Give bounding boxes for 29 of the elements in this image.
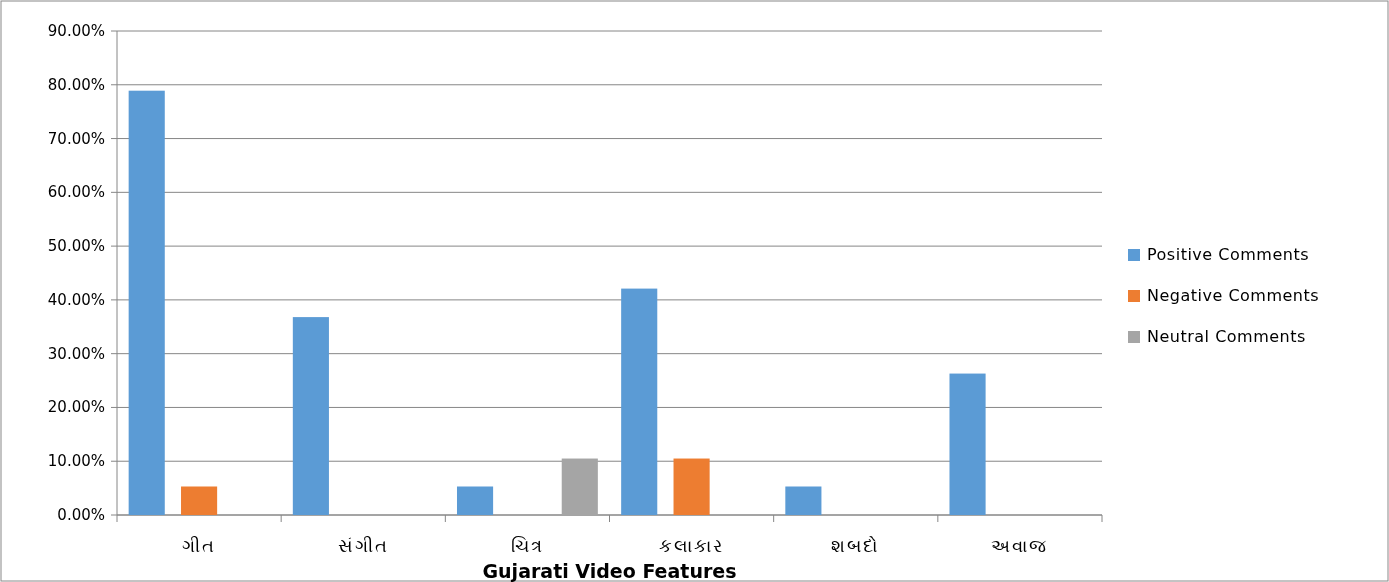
x-tick-label: ચિત્ર — [510, 535, 544, 556]
bar — [456, 486, 494, 515]
x-tick-label: શબદો — [831, 535, 881, 556]
legend-label: Positive Comments — [1147, 245, 1309, 264]
x-tick-label: સંગીત — [337, 535, 389, 556]
legend-label: Negative Comments — [1147, 286, 1320, 305]
bar — [561, 458, 598, 515]
bar — [949, 373, 986, 515]
y-tick-label: 70.00% — [47, 129, 105, 148]
y-tick-label: 10.00% — [47, 452, 105, 471]
x-axis-title: Gujarati Video Features — [482, 560, 737, 582]
y-tick-label: 90.00% — [47, 22, 105, 40]
y-tick-label: 60.00% — [47, 183, 105, 202]
legend-label: Neutral Comments — [1147, 327, 1306, 346]
bar — [673, 458, 710, 515]
bar — [181, 486, 218, 515]
x-tick-label: અવાજ — [991, 535, 1049, 556]
y-tick-label: 0.00% — [57, 506, 105, 524]
y-tick-label: 30.00% — [47, 344, 105, 363]
bar — [785, 486, 822, 515]
y-tick-label: 40.00% — [47, 290, 105, 309]
bar — [621, 288, 658, 515]
x-tick-label: કલાકાર — [659, 535, 725, 556]
bar — [128, 90, 165, 515]
y-tick-label: 50.00% — [47, 237, 105, 256]
y-tick-label: 20.00% — [47, 398, 105, 417]
x-tick-label: ગીત — [182, 535, 217, 556]
bar — [292, 317, 329, 515]
y-tick-label: 80.00% — [47, 75, 105, 94]
